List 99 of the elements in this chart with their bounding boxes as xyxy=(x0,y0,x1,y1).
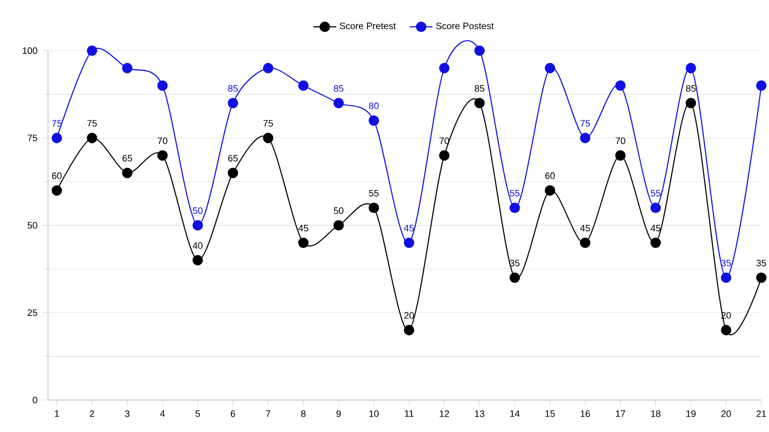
data-label: 50 xyxy=(334,207,344,214)
point xyxy=(720,272,732,283)
data-label: 65 xyxy=(228,154,238,162)
point xyxy=(298,80,309,91)
data-label: 70 xyxy=(158,137,168,144)
data-label: 40 xyxy=(192,242,203,249)
x-tick-label: 19 xyxy=(686,410,696,417)
data-label: 35 xyxy=(756,260,766,266)
point xyxy=(650,202,661,214)
data-label: 75 xyxy=(263,120,273,127)
x-tick-label: 14 xyxy=(510,410,520,417)
data-label: 70 xyxy=(616,137,626,144)
x-tick-label: 16 xyxy=(580,410,590,417)
data-label: 85 xyxy=(334,85,344,92)
point xyxy=(52,132,62,144)
point xyxy=(368,202,380,214)
point xyxy=(262,132,274,144)
data-label: 45 xyxy=(298,224,308,232)
x-tick-label: 17 xyxy=(616,410,626,417)
data-label: 45 xyxy=(404,224,414,232)
legend-label: Score Pretest xyxy=(340,22,396,30)
x-tick-label: 2 xyxy=(90,410,94,417)
x-tick-label: 20 xyxy=(721,410,731,417)
y-tick-label: 0 xyxy=(32,396,38,404)
data-label: 60 xyxy=(545,172,555,180)
data-label: 65 xyxy=(122,154,132,162)
data-label: 75 xyxy=(52,120,62,127)
x-tick-label: 1 xyxy=(54,410,59,417)
point xyxy=(474,98,485,108)
point xyxy=(544,62,556,74)
point xyxy=(52,185,62,196)
point xyxy=(474,45,485,56)
data-label: 85 xyxy=(474,85,484,92)
point xyxy=(192,220,203,231)
point xyxy=(510,202,520,214)
point xyxy=(510,272,520,283)
data-label: 85 xyxy=(686,85,696,92)
data-label: 55 xyxy=(650,190,660,196)
point xyxy=(686,98,696,108)
point xyxy=(439,150,450,161)
point xyxy=(228,98,238,108)
data-label: 50 xyxy=(192,207,203,214)
data-label: 55 xyxy=(510,190,520,196)
point xyxy=(333,98,344,108)
x-tick-label: 8 xyxy=(301,410,306,417)
point xyxy=(192,255,203,266)
x-tick-label: 18 xyxy=(651,410,660,417)
data-label: 20 xyxy=(404,312,414,319)
x-tick-label: 4 xyxy=(160,410,165,417)
point xyxy=(228,168,238,178)
point xyxy=(262,62,274,74)
x-tick-label: 10 xyxy=(369,410,379,417)
point xyxy=(86,132,98,144)
y-tick-label: 50 xyxy=(28,222,38,229)
data-label: 45 xyxy=(580,224,590,232)
point xyxy=(368,115,380,126)
x-tick-label: 5 xyxy=(196,410,200,417)
data-label: 35 xyxy=(721,260,731,266)
point xyxy=(86,45,98,56)
x-tick-label: 3 xyxy=(125,410,130,417)
x-tick-label: 7 xyxy=(266,410,270,417)
point xyxy=(404,324,414,336)
data-label: 85 xyxy=(228,85,238,92)
point xyxy=(122,168,132,178)
data-label: 45 xyxy=(650,224,660,232)
point xyxy=(439,62,450,74)
point xyxy=(544,185,556,196)
x-tick-label: 12 xyxy=(440,410,450,417)
legend-label: Score Postest xyxy=(436,22,494,30)
x-tick-label: 6 xyxy=(230,410,236,417)
data-label: 55 xyxy=(369,190,379,196)
point xyxy=(756,80,767,91)
y-tick-label: 25 xyxy=(28,309,38,316)
point xyxy=(122,62,132,74)
point xyxy=(580,238,590,248)
point xyxy=(650,238,661,248)
point xyxy=(157,150,168,161)
x-tick-label: 11 xyxy=(404,410,414,417)
point xyxy=(404,238,414,248)
y-tick-label: 100 xyxy=(22,47,38,54)
point xyxy=(756,272,767,283)
x-tick-label: 9 xyxy=(336,410,341,417)
point xyxy=(686,62,696,74)
data-label: 75 xyxy=(580,120,590,127)
y-tick-label: 75 xyxy=(28,134,38,142)
data-label: 80 xyxy=(369,102,379,110)
x-tick-label: 15 xyxy=(545,410,555,417)
data-label: 75 xyxy=(87,120,97,127)
point xyxy=(333,220,344,231)
x-tick-label: 13 xyxy=(475,410,484,417)
point xyxy=(298,238,309,248)
x-tick-label: 21 xyxy=(756,410,766,417)
data-label: 60 xyxy=(52,172,62,180)
point xyxy=(157,80,168,91)
point xyxy=(615,80,626,91)
data-label: 35 xyxy=(510,260,520,266)
point xyxy=(720,324,732,336)
point xyxy=(615,150,626,161)
point xyxy=(580,132,590,144)
